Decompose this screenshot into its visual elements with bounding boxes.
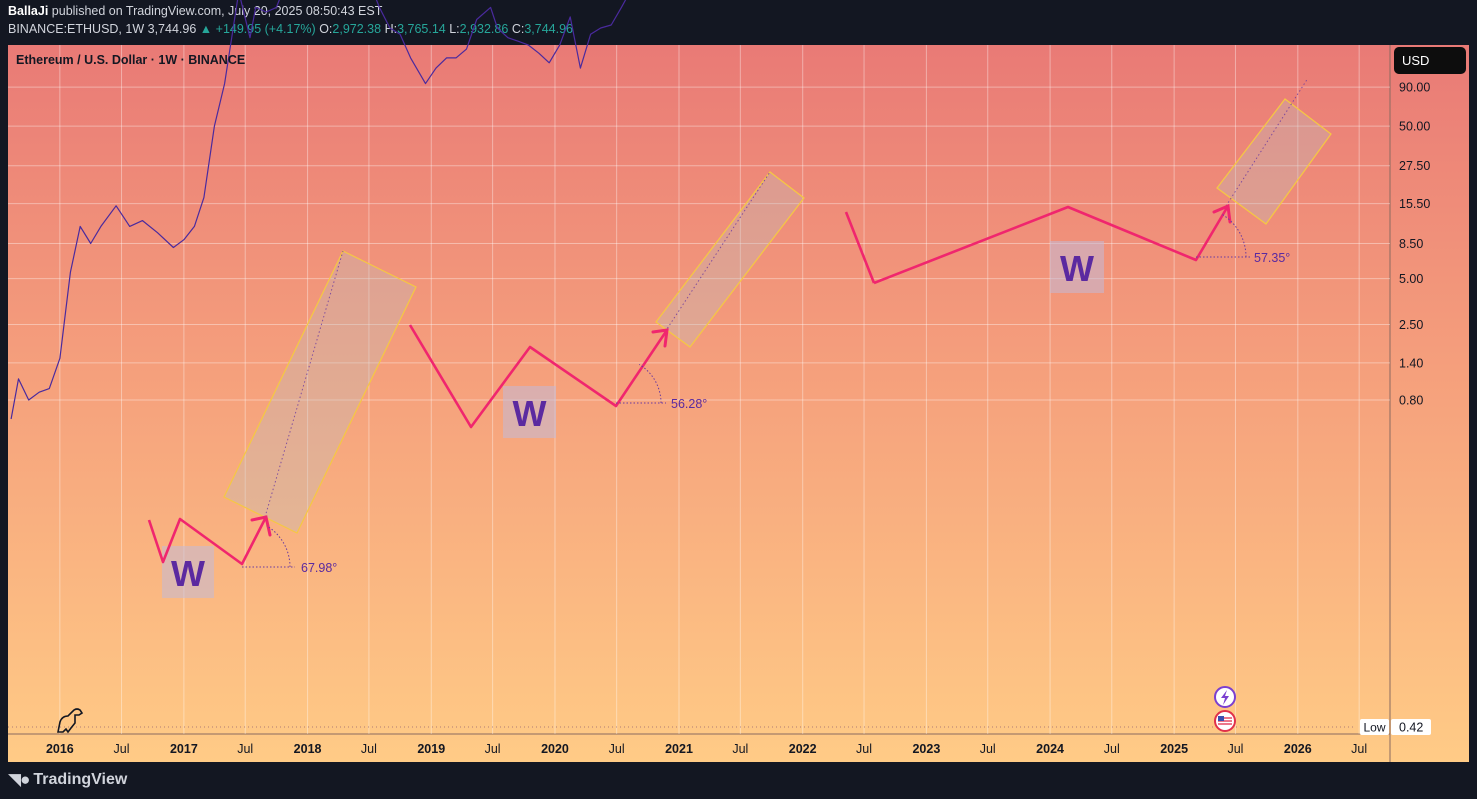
time-tick-label: 2021 <box>665 742 693 756</box>
time-tick-label: Jul <box>485 742 501 756</box>
chart-title: Ethereum / U.S. Dollar · 1W · BINANCE <box>16 53 245 67</box>
price-tick-label: 8.50 <box>1399 237 1423 251</box>
channels[interactable] <box>223 77 1332 534</box>
w-pattern-line[interactable] <box>873 205 1230 285</box>
angle-label: 67.98° <box>301 561 337 575</box>
time-tick-label: Jul <box>732 742 748 756</box>
w-label: W <box>1060 248 1094 289</box>
w-pattern-lines[interactable] <box>147 203 1232 566</box>
time-tick-label: 2023 <box>912 742 940 756</box>
angle-label: 56.28° <box>671 397 707 411</box>
publish-date-text: published on TradingView.com, July 20, 2… <box>48 4 383 18</box>
time-tick-label: 2025 <box>1160 742 1188 756</box>
price-channel[interactable] <box>223 250 417 534</box>
last-price: 3,744.96 <box>147 22 197 36</box>
price-tick-label: 2.50 <box>1399 318 1423 332</box>
price-tick-label: 15.50 <box>1399 197 1430 211</box>
w-label-box <box>1050 241 1104 293</box>
time-tick-label: Jul <box>361 742 377 756</box>
low-tag: Low <box>1363 721 1385 735</box>
time-axis[interactable]: 2016 Jul 2017 Jul 2018 Jul 2019 Jul 2020 Jul 2021 J… <box>46 742 1367 756</box>
trend-dotted-line <box>662 171 771 336</box>
price-tick-label: 50.00 <box>1399 120 1430 134</box>
w-pattern-line[interactable] <box>147 516 268 566</box>
w-boxes: W W W <box>162 241 1104 598</box>
chart-background <box>8 45 1469 762</box>
time-tick-label: Jul <box>237 742 253 756</box>
time-tick-label: Jul <box>980 742 996 756</box>
arrow-head-icon <box>1212 203 1232 224</box>
arrow-head-icon <box>651 328 669 348</box>
trend-dotted-line <box>1225 77 1309 207</box>
close-label: C: <box>511 22 525 36</box>
open-label: O: <box>319 22 333 36</box>
price-axis[interactable]: 90.00 50.00 27.50 15.50 8.50 5.00 2.50 1.40 0.80 <box>1399 81 1430 408</box>
arrow-head-icon <box>250 515 272 537</box>
low-tag-bg <box>1360 719 1389 735</box>
axis-labels: High4,951.833,744.9610:09:18Low0.42 <box>1360 719 1431 735</box>
time-tick-label: Jul <box>114 742 130 756</box>
price-channel[interactable] <box>655 171 805 348</box>
time-tick-label: Jul <box>1227 742 1243 756</box>
w-pattern-segment[interactable] <box>844 211 876 284</box>
time-tick-label: 2022 <box>789 742 817 756</box>
angle-annotations: 67.98° 56.28° 57.35° <box>242 213 1290 575</box>
close-value: 3,744.96 <box>524 22 573 36</box>
price-tick-label: 1.40 <box>1399 356 1423 370</box>
currency-button[interactable]: USD <box>1394 47 1466 74</box>
low-value: 0.42 <box>1399 721 1423 735</box>
brand-name: TradingView <box>33 771 128 788</box>
tradingview-mark-icon: ◥● <box>8 770 30 789</box>
w-label: W <box>513 393 547 434</box>
price-tick-label: 90.00 <box>1399 81 1430 95</box>
price-tick-label: 27.50 <box>1399 159 1430 173</box>
time-tick-label: Jul <box>1351 742 1367 756</box>
low-value-bg <box>1391 719 1431 735</box>
w-label: W <box>171 553 205 594</box>
time-tick-label: Jul <box>1104 742 1120 756</box>
time-tick-label: 2019 <box>417 742 445 756</box>
w-pattern-line[interactable] <box>408 324 669 429</box>
ohlc-legend: BINANCE:ETHUSD, 1W 3,744.96 ▲ +149.95 (+… <box>8 22 573 36</box>
low-label: L: <box>449 22 460 36</box>
publish-info: BallaJi published on TradingView.com, Ju… <box>8 4 382 18</box>
price-series <box>10 0 627 420</box>
up-arrow-icon: ▲ <box>199 22 213 36</box>
open-value: 2,972.38 <box>332 22 382 36</box>
reference-lines <box>8 726 1355 728</box>
high-value: 3,765.14 <box>397 22 446 36</box>
grid <box>8 45 1390 734</box>
angle-label: 57.35° <box>1254 251 1290 265</box>
lightning-badge-icon[interactable] <box>1214 686 1236 708</box>
w-label-box <box>162 546 214 598</box>
author-name: BallaJi <box>8 4 49 18</box>
eth-price-line <box>10 0 627 420</box>
w-label-box <box>503 386 556 438</box>
time-tick-label: 2024 <box>1036 742 1064 756</box>
time-tick-label: 2020 <box>541 742 569 756</box>
time-tick-label: 2026 <box>1284 742 1312 756</box>
price-tick-label: 5.00 <box>1399 272 1423 286</box>
price-change: +149.95 (+4.17%) <box>215 22 316 36</box>
time-tick-label: Jul <box>609 742 625 756</box>
dino-icon <box>57 708 84 734</box>
time-tick-label: 2018 <box>294 742 322 756</box>
angle-arc <box>1221 213 1247 258</box>
price-channel[interactable] <box>1216 98 1332 225</box>
tradingview-logo: ◥● TradingView <box>8 770 127 790</box>
time-tick-label: 2017 <box>170 742 198 756</box>
symbol-label: BINANCE:ETHUSD, 1W <box>8 22 145 36</box>
us-flag-icon[interactable] <box>1214 710 1236 732</box>
time-tick-label: Jul <box>856 742 872 756</box>
angle-arc <box>638 363 662 404</box>
time-tick-label: 2016 <box>46 742 74 756</box>
price-tick-label: 0.80 <box>1399 393 1423 407</box>
angle-arc <box>266 525 291 568</box>
